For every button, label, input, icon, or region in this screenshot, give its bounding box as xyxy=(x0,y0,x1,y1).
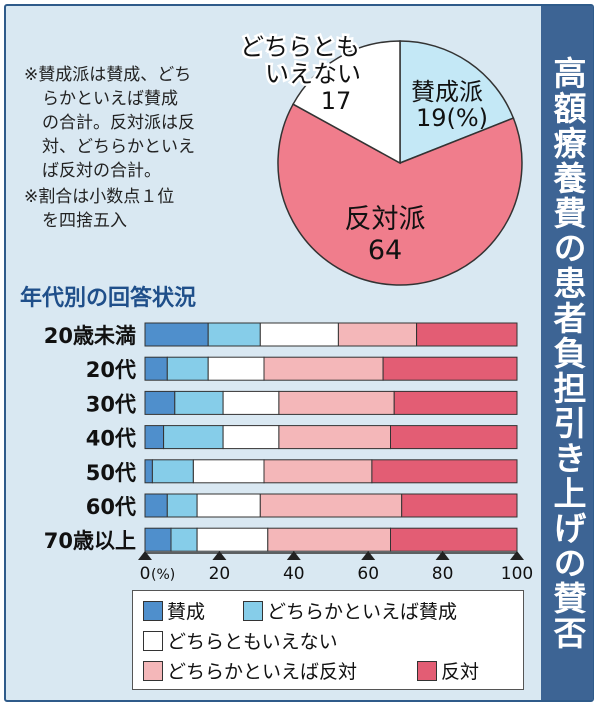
category-label-6: 60代 xyxy=(86,495,136,519)
legend-label-disagree: 反対 xyxy=(441,661,480,683)
legend-swatch-somewhat-disagree xyxy=(143,660,163,681)
note-line-5: ば反対の合計。 xyxy=(42,161,161,181)
x-tick-marker-80 xyxy=(435,551,450,560)
note-line-1: ※賛成派は賛成、どち xyxy=(24,65,192,85)
bar-segment-2-2 xyxy=(166,356,209,381)
x-tick-marker-100 xyxy=(510,551,524,560)
legend-swatch-somewhat-agree xyxy=(243,600,263,621)
bar-segment-5-3 xyxy=(192,459,265,484)
note-line-3: の合計。反対派は反 xyxy=(42,113,195,133)
legend-item-neutral: どちらともいえない xyxy=(143,627,338,654)
x-tick-label-0: 0 xyxy=(140,564,151,584)
category-label-3: 30代 xyxy=(86,392,136,416)
category-label-7: 70歳以上 xyxy=(44,529,136,553)
pie-label-neutral-2: いえない xyxy=(265,60,361,88)
x-tick-marker-0 xyxy=(138,551,152,560)
pie-value-disagree: 64 xyxy=(368,235,402,266)
bar-segment-5-5 xyxy=(371,459,518,484)
bar-segment-4-5 xyxy=(390,425,518,450)
category-label-5: 50代 xyxy=(86,461,136,485)
legend-item-disagree: 反対 xyxy=(417,657,479,684)
note-line-2: らかといえば賛成 xyxy=(42,89,178,109)
bar-segment-3-4 xyxy=(278,390,395,415)
note-line-7: を四捨五入 xyxy=(42,211,127,231)
note-line-6: ※割合は小数点１位 xyxy=(24,187,175,207)
x-tick-label-60: 60 xyxy=(357,564,379,584)
bar-segment-6-4 xyxy=(259,493,403,518)
bar-segment-2-3 xyxy=(207,356,265,381)
bar-segment-3-5 xyxy=(393,390,518,415)
bar-segment-4-3 xyxy=(222,425,280,450)
bar-segment-5-4 xyxy=(263,459,373,484)
x-tick-label-80: 80 xyxy=(432,564,454,584)
legend-swatch-neutral xyxy=(143,630,163,651)
bar-segment-4-4 xyxy=(278,425,391,450)
bar-segment-3-3 xyxy=(222,390,280,415)
legend-item-somewhat-disagree: どちらかといえば反対 xyxy=(143,657,357,684)
x-tick-label-20: 20 xyxy=(209,564,231,584)
category-label-2: 20代 xyxy=(86,358,136,382)
legend-label-somewhat-disagree: どちらかといえば反対 xyxy=(167,661,358,683)
legend-label-neutral: どちらともいえない xyxy=(167,631,338,653)
bar-segment-7-2 xyxy=(170,527,198,552)
bar-segment-2-1 xyxy=(144,356,168,381)
bar-segment-1-5 xyxy=(416,322,518,347)
category-label-4: 40代 xyxy=(86,427,136,451)
pie-slice-agree xyxy=(399,40,515,165)
bar-segment-5-1 xyxy=(144,459,153,484)
bar-segment-5-2 xyxy=(151,459,194,484)
bar-chart-title: 年代別の回答状況 xyxy=(20,285,196,311)
bar-segment-6-1 xyxy=(144,493,168,518)
bar-segment-6-2 xyxy=(166,493,198,518)
pie-label-neutral-1: どちらとも xyxy=(240,33,360,61)
pie-value-agree: 19(%) xyxy=(416,104,488,132)
bar-segment-7-5 xyxy=(390,527,518,552)
pie-label-agree: 賛成派 xyxy=(411,78,483,106)
bar-segment-3-2 xyxy=(174,390,224,415)
x-tick-label-100: 100 xyxy=(501,564,533,584)
bar-segment-7-3 xyxy=(196,527,269,552)
x-tick-marker-20 xyxy=(212,551,227,560)
x-tick-marker-40 xyxy=(286,551,301,560)
note-line-4: 対、どちらかといえ xyxy=(42,137,195,157)
legend-item-somewhat-agree: どちらかといえば賛成 xyxy=(243,597,457,624)
bar-segment-4-2 xyxy=(163,425,224,450)
pie-label-disagree: 反対派 xyxy=(345,204,426,235)
chart-title-vertical: 高額療養費の患者負担引き上げの賛否 xyxy=(541,6,593,700)
legend-label-agree: 賛成 xyxy=(167,601,206,623)
legend-swatch-agree xyxy=(143,600,163,621)
pie-slice-disagree xyxy=(277,103,523,286)
x-tick-marker-60 xyxy=(361,551,376,560)
legend-item-agree: 賛成 xyxy=(143,597,205,624)
bar-segment-1-1 xyxy=(144,322,209,347)
pie-slice-neutral xyxy=(292,40,401,165)
bar-segment-1-2 xyxy=(207,322,261,347)
bar-segment-7-1 xyxy=(144,527,172,552)
x-unit-label: (%) xyxy=(151,567,175,583)
bar-segment-6-5 xyxy=(401,493,518,518)
x-tick-label-40: 40 xyxy=(283,564,305,584)
legend-label-somewhat-agree: どちらかといえば賛成 xyxy=(267,601,458,623)
bar-segment-6-3 xyxy=(196,493,261,518)
bar-segment-2-4 xyxy=(263,356,384,381)
category-label-1: 20歳未満 xyxy=(44,324,136,348)
bar-segment-7-4 xyxy=(267,527,392,552)
legend-swatch-disagree xyxy=(417,660,437,681)
bar-segment-1-3 xyxy=(259,322,339,347)
legend: 賛成 どちらかといえば賛成 どちらともいえない どちらかといえば反対 反対 xyxy=(132,590,524,690)
pie-value-neutral: 17 xyxy=(321,87,352,115)
bar-segment-3-1 xyxy=(144,390,176,415)
bar-segment-4-1 xyxy=(144,425,165,450)
bar-segment-2-5 xyxy=(382,356,518,381)
bar-segment-1-4 xyxy=(337,322,417,347)
